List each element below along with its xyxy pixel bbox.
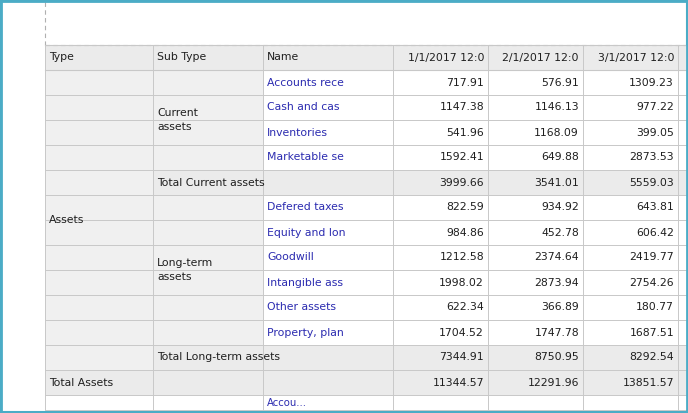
Text: 7344.91: 7344.91 (440, 353, 484, 363)
Bar (45, 270, 688, 295)
Text: 1687.51: 1687.51 (630, 328, 674, 337)
Text: 452.78: 452.78 (541, 228, 579, 237)
Bar (45, 295, 688, 320)
Text: Sub Type: Sub Type (157, 52, 206, 62)
Text: 1212.58: 1212.58 (440, 252, 484, 263)
Text: Intangible ass: Intangible ass (267, 278, 343, 287)
Text: 2374.64: 2374.64 (535, 252, 579, 263)
Text: 977.22: 977.22 (636, 102, 674, 112)
Text: Marketable se: Marketable se (267, 152, 344, 162)
Text: Equity and lon: Equity and lon (267, 228, 345, 237)
Bar (45, 395, 688, 410)
Text: 2/1/2017 12:0: 2/1/2017 12:0 (502, 52, 579, 62)
Text: Accou...: Accou... (267, 397, 307, 408)
Text: 3/1/2017 12:0: 3/1/2017 12:0 (597, 52, 674, 62)
Text: 180.77: 180.77 (636, 302, 674, 313)
Text: 3541.01: 3541.01 (535, 178, 579, 188)
Text: 8292.54: 8292.54 (630, 353, 674, 363)
Text: 399.05: 399.05 (636, 128, 674, 138)
Text: 576.91: 576.91 (541, 78, 579, 88)
Text: 2873.94: 2873.94 (535, 278, 579, 287)
Text: 2419.77: 2419.77 (630, 252, 674, 263)
Bar (45, 70, 688, 95)
Bar (45, 245, 688, 270)
Text: 1147.38: 1147.38 (440, 102, 484, 112)
Text: 1747.78: 1747.78 (535, 328, 579, 337)
Text: Current
assets: Current assets (157, 108, 198, 132)
Text: 984.86: 984.86 (447, 228, 484, 237)
Text: 5559.03: 5559.03 (630, 178, 674, 188)
Bar (45, 45, 688, 70)
Bar (153, 195, 263, 345)
Text: Long-term
assets: Long-term assets (157, 259, 213, 282)
Text: 1309.23: 1309.23 (630, 78, 674, 88)
Text: Accounts rece: Accounts rece (267, 78, 344, 88)
Text: Cash and cas: Cash and cas (267, 102, 339, 112)
Bar (45, 370, 393, 395)
Text: Total Current assets: Total Current assets (157, 178, 265, 188)
Text: 606.42: 606.42 (636, 228, 674, 237)
Text: 541.96: 541.96 (447, 128, 484, 138)
Text: 934.92: 934.92 (541, 202, 579, 213)
Bar (153, 345, 393, 370)
Text: Type: Type (49, 52, 74, 62)
Text: Assets: Assets (49, 215, 85, 225)
Bar (45, 370, 688, 395)
Bar (153, 70, 263, 170)
Text: 1592.41: 1592.41 (440, 152, 484, 162)
Text: Property, plan: Property, plan (267, 328, 344, 337)
Bar (45, 195, 688, 220)
Text: 1168.09: 1168.09 (535, 128, 579, 138)
Bar (45, 320, 688, 345)
Bar (45, 220, 688, 245)
Bar (45, 345, 688, 370)
Text: Defered taxes: Defered taxes (267, 202, 343, 213)
Text: 11344.57: 11344.57 (433, 377, 484, 387)
Text: 622.34: 622.34 (447, 302, 484, 313)
Text: 13851.57: 13851.57 (623, 377, 674, 387)
Text: 366.89: 366.89 (541, 302, 579, 313)
Bar (45, 95, 688, 120)
Text: 717.91: 717.91 (447, 78, 484, 88)
Bar (45, 170, 688, 195)
Bar (45, 70, 153, 370)
Text: 1998.02: 1998.02 (439, 278, 484, 287)
Text: Other assets: Other assets (267, 302, 336, 313)
Bar (153, 170, 393, 195)
Text: Total Assets: Total Assets (49, 377, 113, 387)
Text: Goodwill: Goodwill (267, 252, 314, 263)
Text: 1/1/2017 12:0: 1/1/2017 12:0 (407, 52, 484, 62)
Text: 12291.96: 12291.96 (528, 377, 579, 387)
Text: 3999.66: 3999.66 (440, 178, 484, 188)
Text: 2754.26: 2754.26 (630, 278, 674, 287)
Text: Inventories: Inventories (267, 128, 328, 138)
Text: 8750.95: 8750.95 (535, 353, 579, 363)
Text: 643.81: 643.81 (636, 202, 674, 213)
Text: 1704.52: 1704.52 (439, 328, 484, 337)
Text: Name: Name (267, 52, 299, 62)
Text: Total Long-term assets: Total Long-term assets (157, 353, 280, 363)
Bar (45, 145, 688, 170)
Text: 822.59: 822.59 (447, 202, 484, 213)
Text: 2873.53: 2873.53 (630, 152, 674, 162)
Text: 649.88: 649.88 (541, 152, 579, 162)
Text: 1146.13: 1146.13 (535, 102, 579, 112)
Bar (45, 120, 688, 145)
